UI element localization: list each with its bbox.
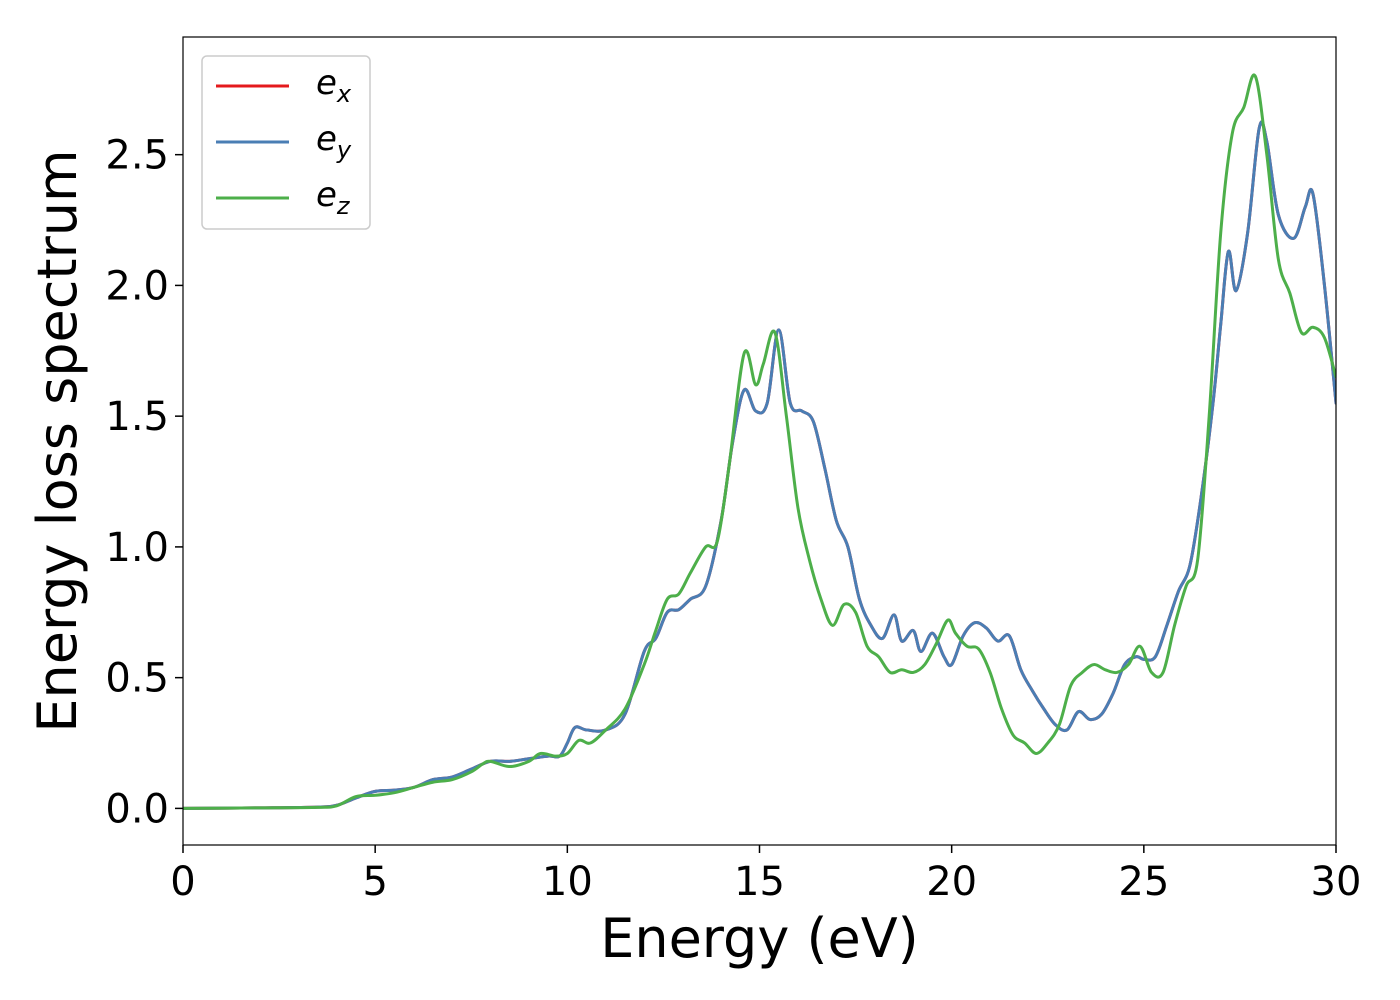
- series-line-y: [183, 120, 1336, 810]
- x-axis: 0 5 10 15 20 25 30: [170, 845, 1361, 905]
- x-tick-label: 0: [170, 859, 195, 905]
- y-axis-label: Energy loss spectrum: [26, 149, 89, 732]
- y-tick-label: 2.5: [105, 133, 169, 179]
- y-axis: 0.0 0.5 1.0 1.5 2.0 2.5: [105, 133, 183, 832]
- x-tick-label: 25: [1118, 859, 1169, 905]
- legend-label-y: ey: [316, 119, 352, 164]
- y-tick-label: 0.5: [105, 656, 169, 702]
- y-tick-label: 1.0: [105, 525, 169, 571]
- legend-label-base: e: [316, 63, 337, 103]
- legend-label-subscript: y: [336, 136, 352, 164]
- series-layer: [183, 73, 1336, 810]
- x-axis-label: Energy (eV): [600, 907, 919, 970]
- y-tick-label: 2.0: [105, 263, 169, 309]
- y-tick-label: 1.5: [105, 394, 169, 440]
- x-tick-label: 5: [362, 859, 387, 905]
- legend-label-subscript: x: [336, 80, 352, 108]
- x-tick-label: 10: [542, 859, 593, 905]
- series-line-z: [183, 73, 1336, 810]
- legend-label-base: e: [316, 119, 337, 159]
- legend-label-subscript: z: [336, 192, 351, 220]
- y-tick-label: 0.0: [105, 786, 169, 832]
- legend-label-base: e: [316, 175, 337, 215]
- x-tick-label: 15: [734, 859, 785, 905]
- x-tick-label: 30: [1311, 859, 1362, 905]
- legend-label-x: ex: [316, 63, 352, 108]
- plot-background: [183, 37, 1336, 845]
- legend-label-z: ez: [316, 175, 351, 220]
- x-tick-label: 20: [926, 859, 977, 905]
